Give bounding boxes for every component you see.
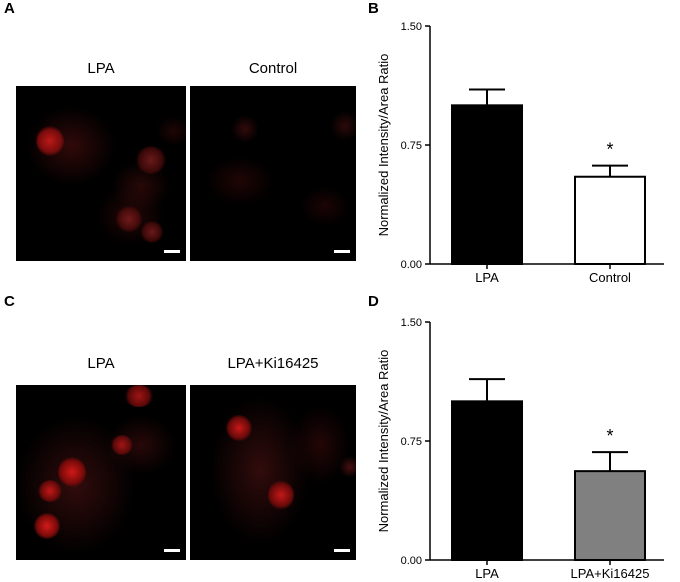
scale-bar xyxy=(164,250,180,253)
y-tick-label: 0.75 xyxy=(401,436,422,448)
y-axis-label: Normalized Intensity/Area Ratio xyxy=(376,54,391,237)
micrograph-lpa-c xyxy=(16,385,186,560)
micrograph-control xyxy=(190,86,356,261)
x-tick-label: LPA xyxy=(475,270,499,285)
y-tick-label: 1.50 xyxy=(401,21,422,33)
x-tick-label: LPA xyxy=(475,566,499,581)
bar-lpa xyxy=(451,400,523,562)
panel-label-d: D xyxy=(368,293,379,310)
micrograph-lpa-ki16425 xyxy=(190,385,356,560)
y-tick-label: 0.75 xyxy=(401,140,422,152)
panel-label-b: B xyxy=(368,0,379,17)
micrograph-label-control: Control xyxy=(248,60,298,77)
micrograph-label-lpa-ki16425: LPA+Ki16425 xyxy=(227,355,319,372)
panel-label-a: A xyxy=(4,0,15,17)
scale-bar xyxy=(334,250,350,253)
y-tick-label: 1.50 xyxy=(401,317,422,329)
bar-chart-d: Normalized Intensity/Area Ratio 0.00 0.75 1… xyxy=(376,317,664,581)
scale-bar xyxy=(334,549,350,552)
significance-marker: * xyxy=(606,426,613,446)
micrograph-label-lpa-a: LPA xyxy=(87,60,115,77)
x-tick-label: LPA+Ki16425 xyxy=(571,566,650,581)
y-axis-label: Normalized Intensity/Area Ratio xyxy=(376,350,391,533)
y-tick-label: 0.00 xyxy=(401,259,422,271)
x-tick-label: Control xyxy=(589,270,631,285)
bar-control xyxy=(574,175,646,266)
bar-lpa xyxy=(451,104,523,266)
panel-label-c: C xyxy=(4,293,15,310)
y-tick-label: 0.00 xyxy=(401,555,422,567)
micrograph-lpa-a xyxy=(16,86,186,261)
significance-marker: * xyxy=(606,140,613,160)
micrograph-label-lpa-c: LPA xyxy=(87,355,115,372)
bar-lpa-ki16425 xyxy=(574,470,646,561)
scale-bar xyxy=(164,549,180,552)
bar-chart-b: Normalized Intensity/Area Ratio 0.00 0.75 1… xyxy=(376,21,664,285)
